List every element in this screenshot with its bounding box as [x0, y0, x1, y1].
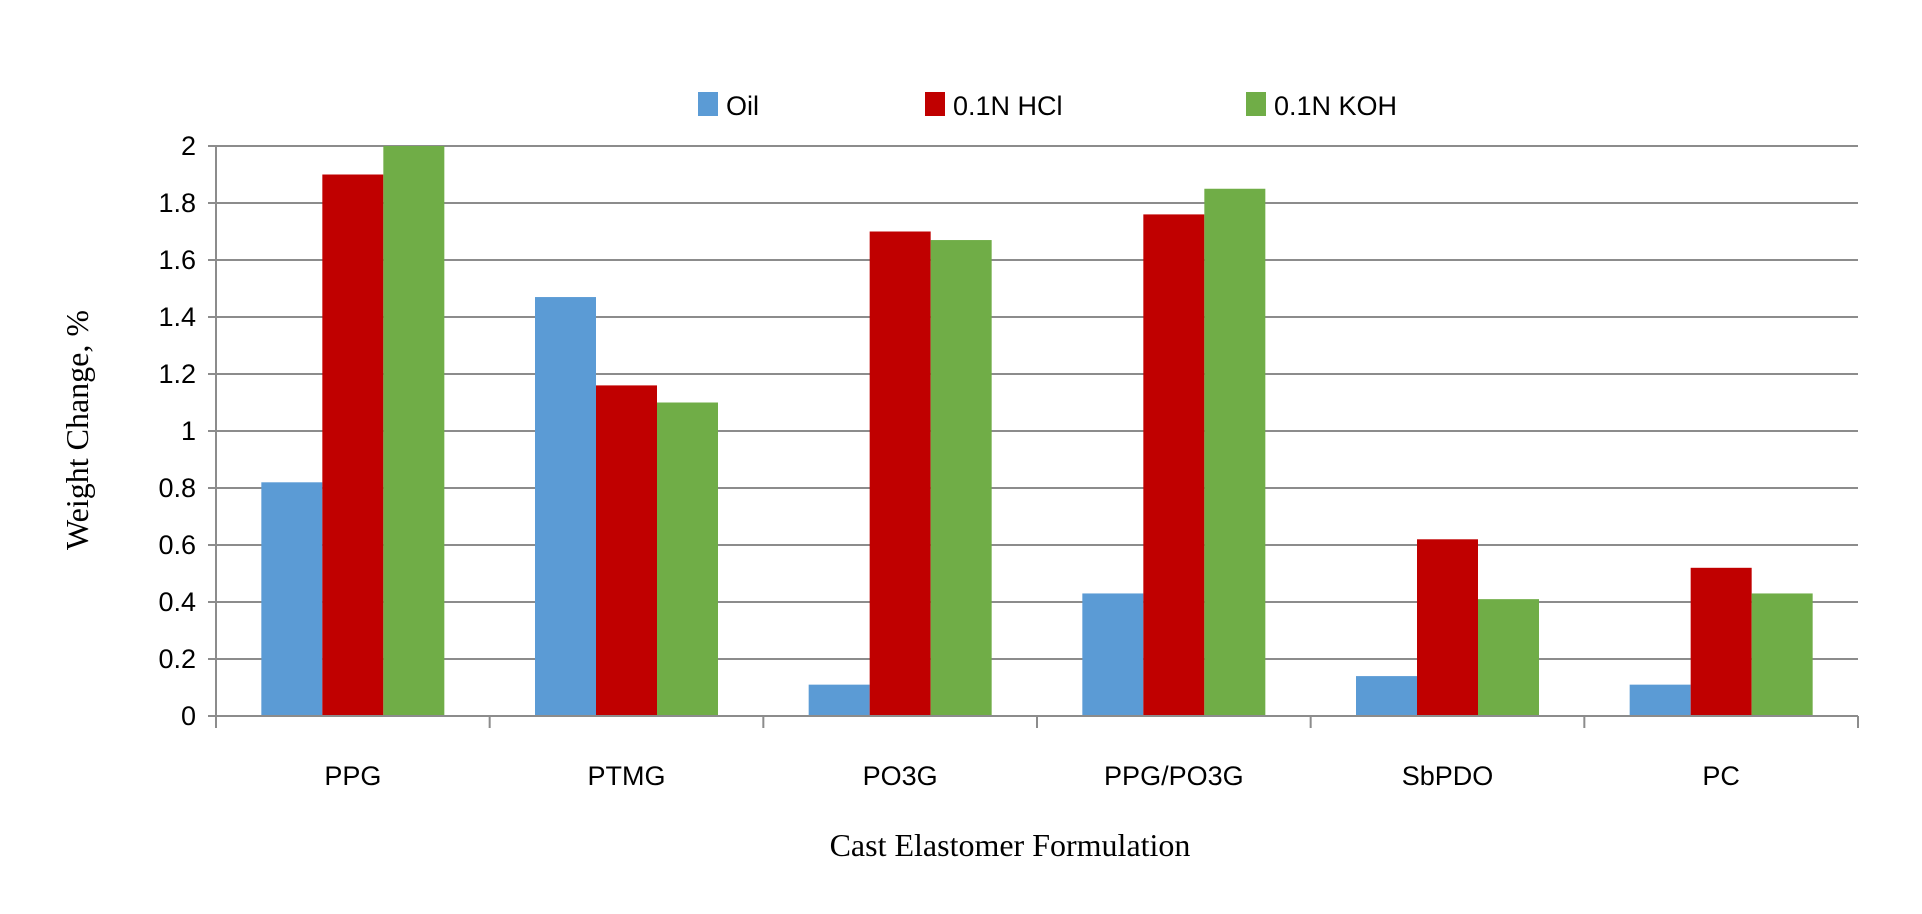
axes: [208, 145, 1859, 728]
bar-0-1n-koh: [1478, 599, 1539, 716]
y-tick-label: 1.4: [158, 302, 196, 332]
bar-0-1n-hcl: [322, 174, 384, 716]
bar-0-1n-hcl: [596, 385, 657, 716]
legend-swatch: [1246, 92, 1266, 116]
y-tick-label: 1.6: [158, 245, 196, 275]
bar-oil: [1356, 676, 1417, 716]
gridlines: [216, 145, 1858, 660]
y-tick-labels: 0 0.2 0.4 0.6 0.8 1 1.2 1.4 1.6 1.8 2: [158, 131, 196, 731]
x-tick-labels: PPG PTMG PO3G PPG/PO3G SbPDO PC: [324, 761, 1740, 791]
y-tick-label: 1.8: [158, 188, 196, 218]
x-tick-label: PO3G: [863, 761, 938, 791]
bar-oil: [1082, 593, 1144, 716]
legend-label: 0.1N HCl: [953, 91, 1063, 121]
bar-oil: [535, 297, 596, 716]
bar-0-1n-koh: [1751, 593, 1813, 716]
bar-0-1n-koh: [1204, 188, 1266, 716]
bar-0-1n-hcl: [869, 231, 931, 716]
x-tick-label: SbPDO: [1402, 761, 1494, 791]
x-tick-label: PPG/PO3G: [1104, 761, 1244, 791]
bar-oil: [261, 482, 323, 716]
y-tick-label: 0: [181, 701, 196, 731]
x-axis-label: Cast Elastomer Formulation: [830, 827, 1191, 863]
y-axis-label: Weight Change, %: [59, 310, 95, 550]
y-tick-label: 1.2: [158, 359, 196, 389]
x-tick-label: PPG: [324, 761, 381, 791]
y-tick-label: 0.2: [158, 644, 196, 674]
legend-label: 0.1N KOH: [1274, 91, 1397, 121]
legend: Oil 0.1N HCl 0.1N KOH: [698, 91, 1397, 121]
bar-oil: [1629, 684, 1691, 716]
legend-swatch: [698, 92, 718, 116]
bars: [261, 146, 1813, 717]
bar-0-1n-hcl: [1417, 539, 1478, 716]
legend-label: Oil: [726, 91, 759, 121]
x-tick-label: PC: [1702, 761, 1740, 791]
bar-0-1n-hcl: [1690, 567, 1752, 716]
bar-0-1n-koh: [657, 402, 718, 716]
bar-oil: [808, 684, 870, 716]
y-tick-label: 0.4: [158, 587, 196, 617]
y-tick-label: 1: [181, 416, 196, 446]
bar-0-1n-koh: [383, 146, 445, 716]
x-tick-label: PTMG: [588, 761, 666, 791]
y-tick-label: 0.8: [158, 473, 196, 503]
bar-0-1n-koh: [930, 240, 992, 717]
y-tick-label: 2: [181, 131, 196, 161]
y-tick-label: 0.6: [158, 530, 196, 560]
bar-0-1n-hcl: [1143, 214, 1205, 716]
legend-swatch: [925, 92, 945, 116]
